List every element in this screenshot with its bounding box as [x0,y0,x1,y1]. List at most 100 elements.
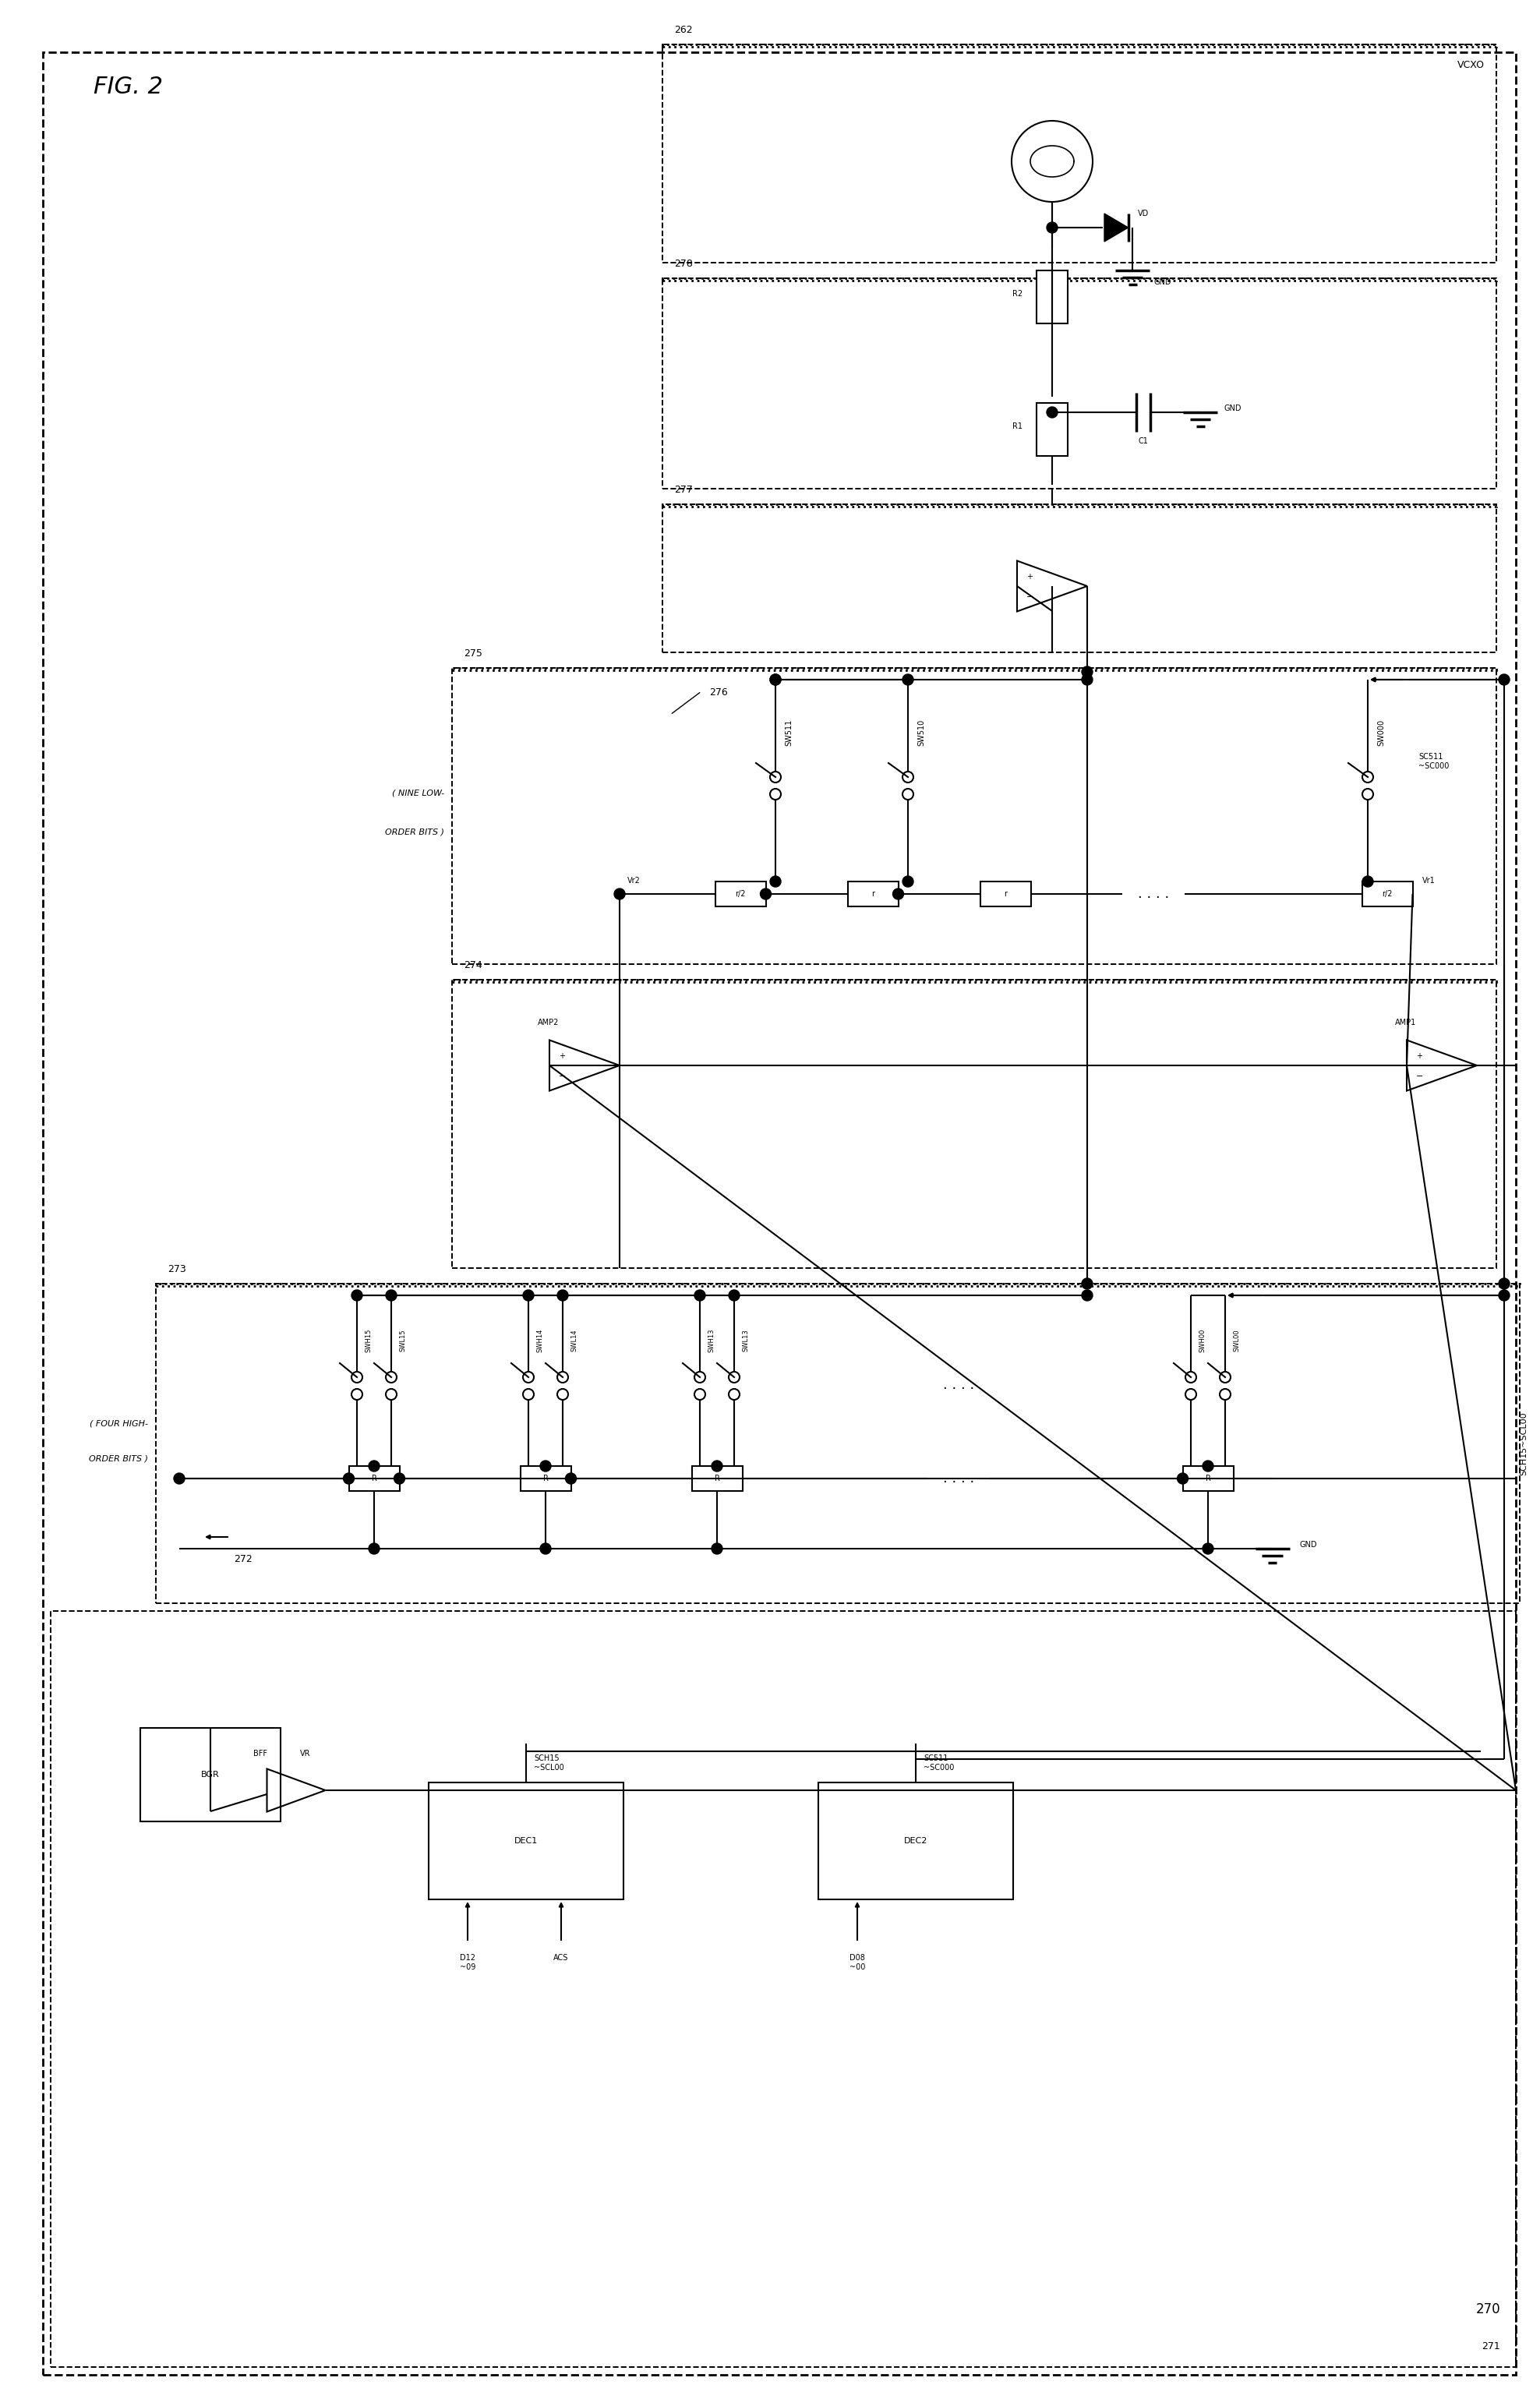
Circle shape [368,1542,379,1554]
Text: SCH15
~SCL00: SCH15 ~SCL00 [534,1754,564,1771]
Bar [818,1783,1013,1898]
Text: SWH13: SWH13 [708,1328,715,1352]
Circle shape [368,1460,379,1472]
Circle shape [524,1371,534,1383]
Circle shape [711,1460,722,1472]
Bar [979,881,1030,907]
Circle shape [1220,1371,1230,1383]
Bar [1183,1465,1234,1492]
Circle shape [394,1472,405,1485]
Circle shape [541,1542,551,1554]
Circle shape [695,1290,705,1302]
Circle shape [1203,1542,1214,1554]
Text: ( FOUR HIGH-: ( FOUR HIGH- [89,1420,148,1427]
Circle shape [557,1388,568,1400]
Circle shape [174,1472,185,1485]
Text: R: R [371,1475,377,1482]
Bar [51,1612,1515,2368]
Text: SWL13: SWL13 [742,1328,748,1352]
Circle shape [1203,1460,1214,1472]
Circle shape [695,1388,705,1400]
Circle shape [902,674,913,686]
Circle shape [1363,789,1374,799]
Circle shape [770,772,781,782]
Circle shape [343,1472,354,1485]
Text: 273: 273 [168,1263,186,1275]
Bar [715,881,765,907]
Bar [521,1465,571,1492]
Circle shape [902,789,913,799]
Text: −: − [1026,594,1033,602]
Text: . . . .: . . . . [1138,888,1169,900]
Text: −: − [559,1073,567,1080]
Circle shape [1498,1290,1509,1302]
Bar [428,1783,624,1898]
Circle shape [1081,1290,1093,1302]
Circle shape [770,674,781,686]
Circle shape [695,1371,705,1383]
Text: GND: GND [1300,1540,1317,1549]
Circle shape [728,1388,739,1400]
Circle shape [1177,1472,1189,1485]
Bar [847,881,898,907]
Circle shape [351,1388,362,1400]
Text: ORDER BITS ): ORDER BITS ) [83,1456,148,1463]
Text: +: + [1417,1051,1423,1061]
Bar [348,1465,399,1492]
Text: 276: 276 [710,688,728,698]
Circle shape [1498,1278,1509,1290]
Text: 278: 278 [675,260,693,269]
Circle shape [1081,666,1093,678]
Text: C1: C1 [1138,438,1149,445]
Circle shape [387,1290,397,1302]
Text: R: R [544,1475,548,1482]
Text: r/2: r/2 [735,890,745,897]
Circle shape [387,1371,397,1383]
Text: DEC1: DEC1 [514,1838,537,1845]
Bar [453,669,1497,965]
Circle shape [351,1371,362,1383]
Bar [140,1728,280,1821]
Text: ORDER BITS ): ORDER BITS ) [379,828,444,835]
Circle shape [541,1460,551,1472]
Text: Vr1: Vr1 [1421,876,1435,885]
Text: R1: R1 [1012,423,1023,431]
Circle shape [565,1472,576,1485]
Circle shape [728,1371,739,1383]
Circle shape [902,772,913,782]
Text: BGR: BGR [202,1771,220,1778]
Text: R2: R2 [1012,291,1023,298]
Circle shape [1186,1371,1197,1383]
Circle shape [1186,1388,1197,1400]
Text: BFF: BFF [253,1749,268,1756]
Circle shape [1012,120,1093,202]
Text: r: r [1004,890,1007,897]
Circle shape [770,876,781,888]
Circle shape [711,1542,722,1554]
Text: r/2: r/2 [1381,890,1392,897]
Text: 271: 271 [1481,2341,1500,2351]
Circle shape [770,674,781,686]
Bar [1361,881,1412,907]
Circle shape [1081,674,1093,686]
Bar [156,1285,1520,1602]
Bar [691,1465,742,1492]
Bar [662,279,1497,488]
Text: SWH15: SWH15 [365,1328,371,1352]
Circle shape [1047,407,1058,419]
Circle shape [770,789,781,799]
Circle shape [1498,674,1509,686]
Text: GND: GND [1153,279,1170,286]
Text: 262: 262 [675,24,693,36]
Bar [1036,269,1067,322]
Text: r: r [872,890,875,897]
Text: SC511
~SC000: SC511 ~SC000 [924,1754,955,1771]
Circle shape [557,1290,568,1302]
Text: Vr2: Vr2 [627,876,641,885]
Text: −: − [1417,1073,1423,1080]
Bar [453,979,1497,1268]
Text: SWH14: SWH14 [536,1328,544,1352]
Text: 275: 275 [464,650,482,659]
Text: FIG. 2: FIG. 2 [94,75,163,99]
Text: SC511
~SC000: SC511 ~SC000 [1418,753,1449,770]
